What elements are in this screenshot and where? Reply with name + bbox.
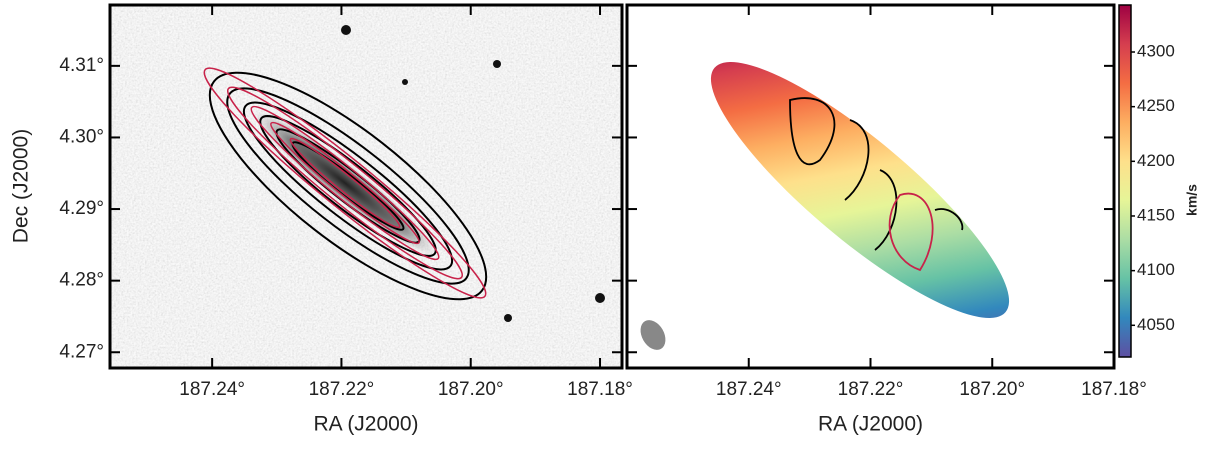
star — [402, 79, 408, 85]
contour — [270, 121, 420, 245]
frame — [108, 3, 624, 370]
colorbar-label: km/s — [1184, 184, 1200, 216]
colorbar-tick-label: 4050 — [1137, 315, 1175, 334]
x-axis-label: RA (J2000) — [818, 413, 923, 436]
x-tick-label: 187.22° — [838, 379, 904, 400]
colorbar — [1118, 4, 1132, 358]
colorbar-tick-label: 4100 — [1137, 260, 1175, 279]
contour — [934, 208, 964, 231]
contour — [259, 115, 437, 257]
contour — [250, 105, 440, 261]
star — [341, 25, 351, 35]
x-tick-label: 187.20° — [959, 379, 1025, 400]
x-tick-label: 187.24° — [716, 379, 782, 400]
y-tick-label: 4.31° — [59, 55, 104, 76]
x-tick-label: 187.24° — [179, 379, 245, 400]
galaxy — [253, 110, 437, 256]
beam — [640, 320, 666, 350]
x-tick-label: 187.18° — [1081, 379, 1147, 400]
contour — [203, 67, 487, 299]
colorbar-tick-label: 4200 — [1137, 151, 1175, 170]
colorbar-tick-label: 4150 — [1137, 205, 1175, 224]
y-tick-label: 4.28° — [59, 270, 104, 291]
colorbar-tick-label: 4300 — [1137, 41, 1175, 60]
contour — [789, 97, 836, 166]
x-tick-label: 187.18° — [567, 379, 633, 400]
y-tick-label: 4.27° — [59, 341, 104, 362]
contour — [227, 86, 463, 280]
panel: 187.24° 187.22° 187.20° 187.18° RA (J2000) — [625, 3, 1147, 436]
contour — [874, 169, 898, 251]
star — [595, 293, 605, 303]
contour — [844, 119, 870, 201]
contour — [242, 101, 454, 271]
colorbar-tick-label: 4250 — [1137, 96, 1175, 115]
contour — [888, 192, 934, 272]
star — [504, 314, 512, 322]
y-tick-label: 4.29° — [59, 198, 104, 219]
x-axis-label: RA (J2000) — [313, 413, 418, 436]
contour — [289, 137, 401, 229]
panel: 187.24° 187.22° 187.20° 187.18° 4.27° 4.28° 4.… — [10, 3, 633, 436]
x-tick-label: 187.20° — [438, 379, 504, 400]
panel-content — [110, 5, 622, 368]
velocity-field — [710, 62, 1010, 318]
y-tick-label: 4.30° — [59, 126, 104, 147]
contour — [226, 87, 470, 285]
contour — [208, 71, 488, 301]
panel-content — [640, 62, 1010, 350]
y-axis-label: Dec (J2000) — [10, 129, 33, 243]
star — [493, 60, 501, 68]
x-tick-label: 187.22° — [309, 379, 375, 400]
